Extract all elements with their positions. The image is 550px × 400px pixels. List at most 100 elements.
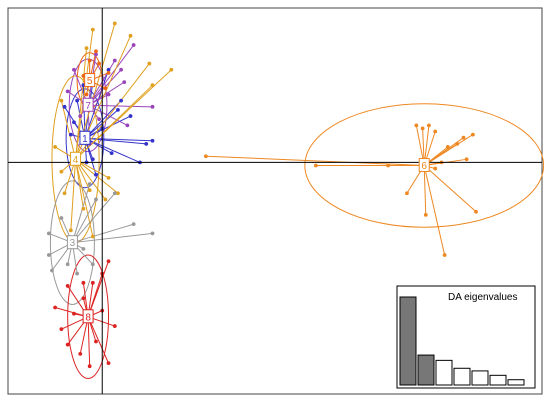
eigenvalue-inset: DA eigenvalues [396, 285, 536, 389]
eigenvalue-bar-6 [489, 374, 507, 386]
segment-group-3 [72, 223, 134, 244]
segment-group-7 [87, 44, 135, 106]
point-group-3 [94, 197, 98, 202]
label-box-group-7 [82, 97, 94, 112]
point-group-3 [112, 191, 117, 196]
ellipse-group-3 [49, 180, 95, 305]
point-group-7 [94, 52, 98, 57]
point-group-3 [90, 262, 95, 267]
segment-group-6 [423, 165, 477, 213]
point-group-7 [72, 67, 76, 72]
segment-group-4 [75, 159, 84, 209]
point-group-6 [405, 191, 409, 196]
segment-group-7 [88, 104, 153, 108]
point-group-3 [150, 231, 155, 236]
segment-group-4 [75, 48, 88, 160]
point-group-6 [423, 212, 428, 217]
point-group-6 [470, 132, 475, 137]
segment-group-4 [70, 159, 77, 231]
segment-group-4 [75, 159, 94, 237]
point-group-3 [87, 182, 92, 186]
point-group-1 [150, 138, 155, 143]
point-group-4 [128, 33, 133, 38]
point-group-4 [53, 145, 58, 149]
point-group-5 [97, 61, 101, 66]
point-group-6 [474, 209, 478, 214]
label-box-group-6 [418, 157, 430, 172]
point-group-4 [59, 169, 64, 174]
segment-group-6 [423, 165, 446, 256]
segment-group-6 [423, 165, 427, 215]
point-group-1 [68, 132, 73, 137]
point-group-1 [62, 104, 67, 109]
label-group-5: 5 [87, 76, 93, 87]
point-group-3 [131, 222, 136, 227]
point-group-8 [90, 280, 95, 285]
eigenvalue-bar-1 [399, 296, 417, 386]
point-group-1 [119, 98, 123, 103]
point-group-3 [75, 271, 80, 276]
point-group-6 [455, 141, 460, 146]
point-group-8 [106, 361, 111, 366]
point-group-5 [87, 58, 92, 63]
point-group-1 [109, 151, 114, 156]
ellipse-group-6 [304, 103, 545, 228]
point-group-1 [90, 157, 95, 162]
label-group-8: 8 [85, 312, 91, 323]
point-group-8 [78, 351, 83, 356]
eigenvalue-bar-5 [471, 370, 489, 386]
point-group-1 [116, 108, 120, 112]
point-group-6 [464, 157, 469, 162]
point-group-1 [128, 114, 133, 118]
point-group-7 [131, 43, 136, 47]
point-group-6 [433, 129, 438, 134]
point-group-6 [203, 154, 208, 159]
point-group-6 [433, 166, 438, 171]
eigenvalue-bar-3 [435, 359, 453, 386]
point-group-6 [442, 253, 447, 257]
point-group-4 [150, 83, 155, 88]
point-group-4 [84, 46, 89, 51]
point-group-8 [81, 280, 86, 285]
point-group-3 [59, 216, 64, 220]
point-group-8 [87, 364, 92, 369]
point-group-4 [68, 228, 73, 233]
segment-group-3 [72, 232, 153, 244]
segment-group-4 [60, 100, 77, 160]
point-group-6 [445, 145, 450, 149]
point-group-7 [112, 58, 117, 63]
point-group-8 [53, 305, 58, 310]
point-group-4 [90, 27, 95, 32]
ellipse-group-8 [67, 254, 110, 380]
point-group-3 [50, 268, 54, 273]
point-group-4 [116, 191, 120, 196]
inset-bars [399, 296, 525, 386]
point-group-8 [112, 324, 117, 328]
eigenvalue-bar-2 [417, 354, 435, 386]
segment-group-3 [71, 183, 91, 243]
point-group-4 [112, 21, 117, 26]
point-group-4 [147, 61, 152, 66]
point-group-7 [150, 104, 155, 109]
eigenvalue-bar-4 [453, 367, 471, 386]
label-box-group-1 [79, 130, 91, 145]
point-group-6 [313, 163, 318, 168]
point-group-8 [59, 327, 64, 332]
point-group-8 [106, 259, 111, 264]
point-group-4 [62, 191, 67, 196]
label-group-4: 4 [73, 155, 79, 166]
point-group-1 [144, 141, 149, 146]
point-group-4 [81, 206, 86, 211]
label-box-group-8 [82, 309, 94, 324]
point-group-7 [119, 67, 123, 72]
segment-group-4 [75, 84, 153, 160]
point-group-5 [84, 92, 89, 97]
point-group-3 [65, 262, 70, 267]
point-group-6 [461, 135, 466, 140]
point-group-6 [386, 163, 390, 168]
point-group-8 [65, 284, 70, 288]
segment-group-8 [87, 316, 109, 364]
label-group-6: 6 [421, 161, 427, 172]
